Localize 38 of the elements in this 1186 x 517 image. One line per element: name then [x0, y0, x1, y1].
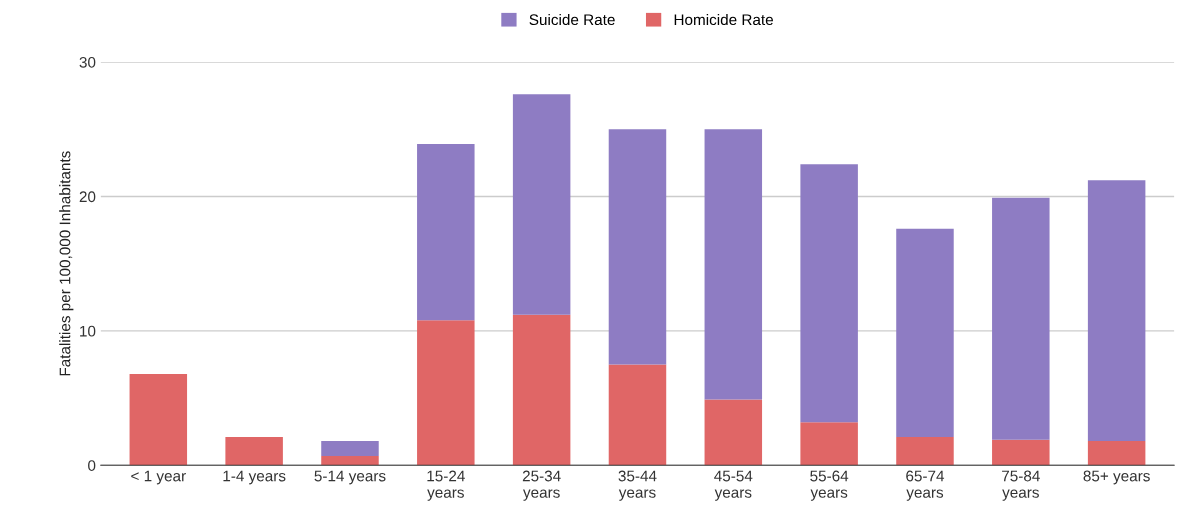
bar [321, 455, 379, 466]
bar [417, 320, 475, 466]
bar [800, 164, 858, 423]
bar [225, 437, 283, 466]
x-tick-label: < 1 year [131, 470, 186, 485]
y-tick-label: 0 [88, 460, 96, 471]
bar [800, 422, 858, 466]
bar [992, 439, 1050, 466]
x-tick-label: 35-44 years [618, 470, 657, 501]
y-tick-label: 10 [80, 325, 96, 337]
x-tick-label: 15-24 years [427, 470, 465, 501]
bar [608, 364, 667, 466]
x-tick-label: 65-74 years [906, 470, 945, 501]
x-tick-label: 55-64 years [810, 470, 849, 501]
bar [704, 129, 763, 400]
x-tick-label: 5-14 years [314, 470, 386, 485]
bar [417, 144, 475, 321]
x-tick-label: 85+ years [1083, 470, 1150, 485]
x-tick-label: 75-84 years [1002, 470, 1040, 501]
bar [992, 197, 1050, 440]
x-tick-label: 1-4 years [223, 470, 286, 485]
bar [512, 314, 571, 466]
y-tick-label: 20 [79, 191, 96, 203]
y-tick-label: 30 [79, 56, 96, 68]
bar [896, 437, 954, 466]
legend-label: Homicide Rate [674, 13, 773, 26]
bar [896, 228, 954, 438]
x-tick-label: 45-54 years [714, 470, 753, 501]
bar [704, 399, 763, 466]
bar [321, 441, 379, 456]
x-tick-label: 25-34 years [522, 470, 561, 501]
y-axis-title: Fatalities per 100,000 Inhabitants [59, 151, 74, 376]
bar [129, 373, 188, 466]
bar [1087, 441, 1146, 466]
bar [512, 94, 571, 315]
legend-label: Suicide Rate [529, 13, 615, 26]
bar [1087, 180, 1146, 442]
bar [608, 129, 667, 365]
